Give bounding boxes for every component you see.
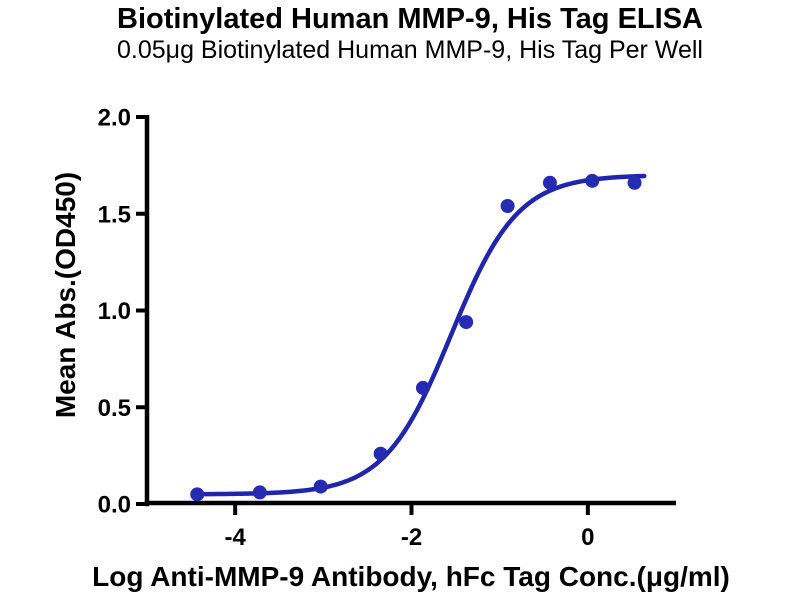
data-point xyxy=(252,485,267,500)
data-point xyxy=(459,315,474,330)
data-point xyxy=(373,446,388,461)
data-point xyxy=(313,479,328,494)
y-tick-label: 1.5 xyxy=(98,201,131,228)
data-point xyxy=(190,487,205,502)
x-tick-label: 0 xyxy=(581,524,594,551)
chart-subtitle: 0.05μg Biotinylated Human MMP-9, His Tag… xyxy=(117,36,703,64)
y-tick-label: 1.0 xyxy=(98,298,131,325)
data-point xyxy=(415,380,430,395)
data-point xyxy=(500,199,515,214)
fit-curve xyxy=(195,173,647,497)
data-point xyxy=(542,175,557,190)
data-point xyxy=(585,173,600,188)
y-tick-label: 2.0 xyxy=(98,105,131,132)
y-tick-label: 0.0 xyxy=(98,492,131,519)
x-axis-title: Log Anti-MMP-9 Antibody, hFc Tag Conc.(μ… xyxy=(92,561,730,592)
x-tick-label: -2 xyxy=(401,524,422,551)
y-axis-title: Mean Abs.(OD450) xyxy=(50,171,81,419)
data-point xyxy=(627,175,642,190)
chart-title: Biotinylated Human MMP-9, His Tag ELISA xyxy=(117,3,703,35)
y-tick-label: 0.5 xyxy=(98,395,131,422)
x-tick-label: -4 xyxy=(224,524,246,551)
